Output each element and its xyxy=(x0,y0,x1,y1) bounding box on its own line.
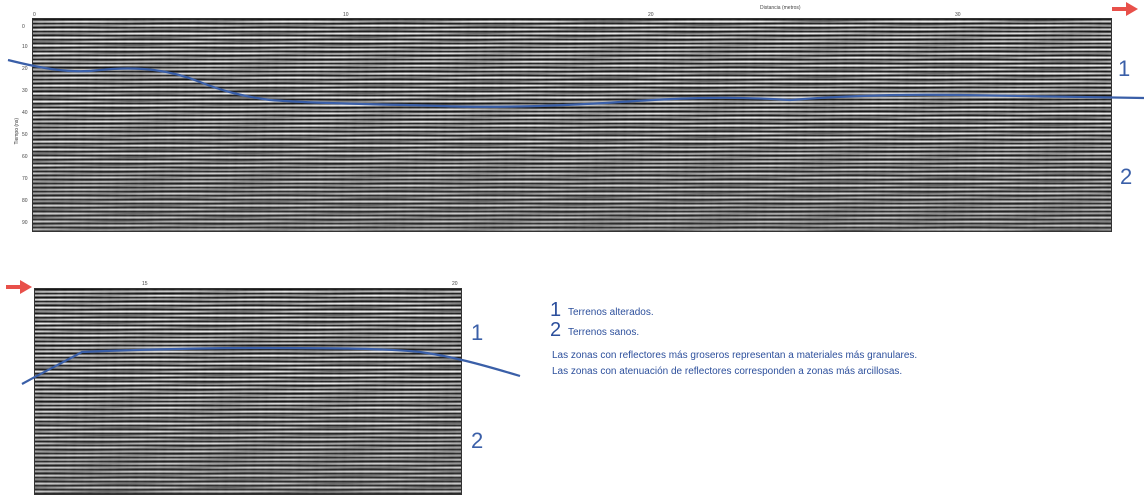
legend-text-1: Terrenos alterados. xyxy=(568,307,654,318)
bottom-zone-label-1: 1 xyxy=(471,320,484,345)
top-axis-title: Distancia (metros) xyxy=(760,5,801,11)
top-tick-10: 10 xyxy=(343,12,349,18)
legend-note-1: Las zonas con reflectores más groseros r… xyxy=(552,350,918,361)
bottom-interface-line xyxy=(21,346,521,385)
right-arrow-icon xyxy=(6,280,32,294)
legend-num-2: 2 xyxy=(550,319,562,341)
legend-num-1: 1 xyxy=(550,299,562,321)
top-interface-line xyxy=(7,58,1144,108)
bottom-tick-20: 20 xyxy=(452,281,458,287)
top-tick-20: 20 xyxy=(648,12,654,18)
bottom-radargram xyxy=(34,288,462,495)
top-tick-0: 0 xyxy=(33,12,36,18)
right-arrow-icon xyxy=(1112,2,1138,16)
legend-text-2: Terrenos sanos. xyxy=(568,327,640,338)
top-tick-30: 30 xyxy=(955,12,961,18)
bottom-tick-15: 15 xyxy=(142,281,148,287)
top-radargram xyxy=(32,18,1112,232)
bottom-zone-label-2: 2 xyxy=(471,428,484,453)
top-zone-label-1: 1 xyxy=(1118,56,1131,81)
legend-note-2: Las zonas con atenuación de reflectores … xyxy=(552,366,903,377)
top-zone-label-2: 2 xyxy=(1120,164,1133,189)
